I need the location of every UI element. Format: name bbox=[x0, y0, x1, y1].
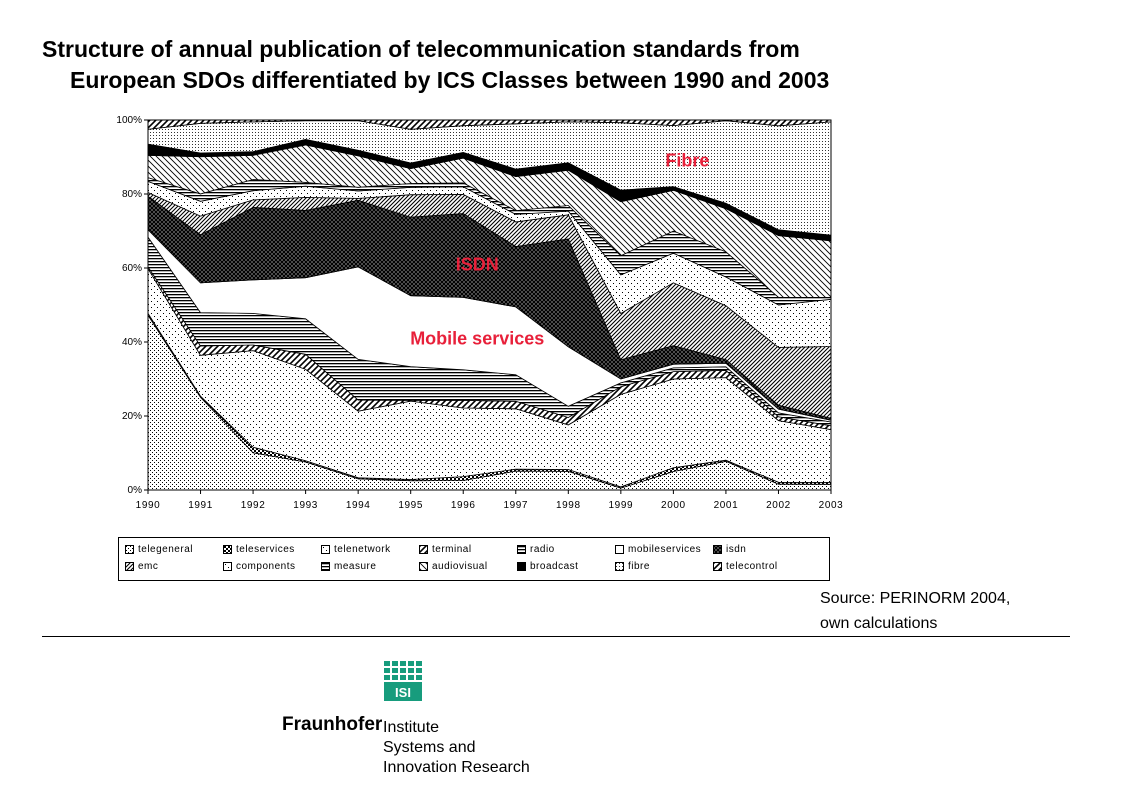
legend-swatch bbox=[713, 544, 722, 554]
legend-item-telegeneral: telegeneral bbox=[125, 543, 193, 557]
legend-label: measure bbox=[334, 561, 377, 572]
legend-label: teleservices bbox=[236, 544, 295, 555]
x-tick-label: 1998 bbox=[556, 500, 581, 511]
title-line-2: European SDOs differentiated by ICS Clas… bbox=[70, 67, 830, 93]
x-tick-label: 2001 bbox=[714, 500, 739, 511]
legend-item-telenetwork: telenetwork bbox=[321, 543, 391, 557]
legend-label: fibre bbox=[628, 561, 650, 572]
legend-swatch bbox=[125, 561, 134, 571]
y-tick-label: 80% bbox=[122, 189, 142, 200]
legend-item-audiovisual: audiovisual bbox=[419, 560, 488, 574]
institute-line-3: Innovation Research bbox=[383, 759, 530, 776]
axes: 0% 20% 40% 60% 80% 100% 1990 1991 1992 1993 1994 19… bbox=[116, 115, 844, 511]
legend-swatch bbox=[713, 561, 722, 571]
x-tick-label: 1990 bbox=[136, 500, 161, 511]
legend-item-telecontrol: telecontrol bbox=[713, 560, 778, 574]
x-tick-label: 1993 bbox=[293, 500, 318, 511]
annotation-isdn: ISDN bbox=[456, 254, 499, 274]
x-tick-label: 1995 bbox=[398, 500, 423, 511]
y-tick-label: 60% bbox=[122, 263, 142, 274]
legend-label: audiovisual bbox=[432, 561, 488, 572]
logo-badge-text: ISI bbox=[395, 685, 411, 700]
y-tick-label: 20% bbox=[122, 411, 142, 422]
x-tick-label: 2003 bbox=[819, 500, 844, 511]
y-tick-label: 100% bbox=[116, 115, 142, 126]
legend-swatch bbox=[321, 544, 330, 554]
x-tick-label: 1992 bbox=[241, 500, 266, 511]
legend-label: radio bbox=[530, 544, 555, 555]
plot-area bbox=[147, 119, 832, 491]
legend-item-broadcast: broadcast bbox=[517, 560, 578, 574]
institute-line-2: Systems and bbox=[383, 739, 476, 756]
legend-swatch bbox=[223, 561, 232, 571]
plot-frame bbox=[147, 119, 832, 491]
divider bbox=[42, 636, 1070, 637]
legend-label: terminal bbox=[432, 544, 472, 555]
fraunhofer-name: Fraunhofer bbox=[282, 714, 383, 735]
legend-label: emc bbox=[138, 561, 159, 572]
legend-label: telegeneral bbox=[138, 544, 193, 555]
x-tick-label: 2002 bbox=[766, 500, 791, 511]
annotations: Fibre ISDN Mobile services bbox=[410, 151, 709, 349]
annotation-fibre: Fibre bbox=[665, 151, 709, 171]
x-tick-label: 1999 bbox=[609, 500, 634, 511]
legend-swatch bbox=[223, 544, 232, 554]
x-tick-label: 1994 bbox=[346, 500, 371, 511]
chart-title: Structure of annual publication of telec… bbox=[42, 34, 1102, 96]
legend-label: components bbox=[236, 561, 296, 572]
x-tick-label: 1997 bbox=[503, 500, 528, 511]
legend-item-teleservices: teleservices bbox=[223, 543, 295, 557]
legend-item-isdn: isdn bbox=[713, 543, 746, 557]
fraunhofer-logo-icon: ISI bbox=[384, 661, 422, 701]
legend-swatch bbox=[517, 561, 526, 571]
legend-item-mobileservices: mobileservices bbox=[615, 543, 701, 557]
legend-label: telenetwork bbox=[334, 544, 391, 555]
legend-label: isdn bbox=[726, 544, 747, 555]
x-tick-label: 2000 bbox=[661, 500, 686, 511]
legend-swatch bbox=[321, 561, 330, 571]
legend-item-components: components bbox=[223, 560, 295, 574]
legend-swatch bbox=[517, 544, 526, 554]
legend-swatch bbox=[615, 561, 624, 571]
legend-label: broadcast bbox=[530, 561, 579, 572]
x-tick-label: 1996 bbox=[451, 500, 476, 511]
legend-label: mobileservices bbox=[628, 544, 702, 555]
y-tick-label: 0% bbox=[128, 485, 143, 496]
legend-swatch bbox=[419, 561, 428, 571]
legend-swatch bbox=[615, 544, 624, 554]
legend-item-emc: emc bbox=[125, 560, 158, 574]
legend-item-measure: measure bbox=[321, 560, 376, 574]
title-line-1: Structure of annual publication of telec… bbox=[42, 36, 800, 62]
legend-item-fibre: fibre bbox=[615, 560, 650, 574]
institute-name: Institute Systems and Innovation Researc… bbox=[383, 718, 530, 778]
source-note: Source: PERINORM 2004, own calculations bbox=[820, 586, 1010, 636]
legend-label: telecontrol bbox=[726, 561, 778, 572]
y-tick-label: 40% bbox=[122, 337, 142, 348]
x-tick-label: 1991 bbox=[188, 500, 213, 511]
source-line-1: Source: PERINORM 2004, bbox=[820, 590, 1011, 607]
source-line-2: own calculations bbox=[820, 615, 938, 632]
legend-swatch bbox=[125, 544, 134, 554]
annotation-mobileservices: Mobile services bbox=[410, 328, 544, 348]
legend-item-radio: radio bbox=[517, 543, 555, 557]
legend-item-terminal: terminal bbox=[419, 543, 472, 557]
institute-line-1: Institute bbox=[383, 719, 440, 736]
legend: telegeneral teleservices telenetwork termin… bbox=[118, 537, 830, 581]
legend-swatch bbox=[419, 544, 428, 554]
